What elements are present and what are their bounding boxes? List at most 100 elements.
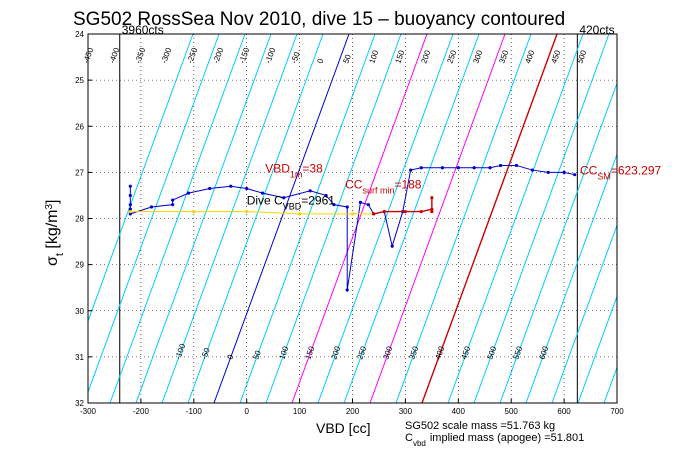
- contour-label-top: -450: [81, 46, 95, 65]
- contour-label-top: -50: [289, 50, 302, 64]
- contour-label-top: 250: [445, 49, 458, 65]
- data-point: [366, 203, 370, 207]
- data-point: [350, 212, 355, 216]
- x-tick-label: -100: [186, 407, 203, 416]
- buoyancy-contour-line: [88, 34, 220, 394]
- data-point: [171, 203, 175, 207]
- data-point: [298, 212, 302, 216]
- contour-label-bottom: 400: [433, 345, 446, 361]
- data-point: [488, 166, 492, 170]
- x-tick-label: 300: [399, 407, 413, 416]
- buoyancy-contour-line: [551, 223, 617, 403]
- y-tick-label: 31: [75, 353, 84, 362]
- data-point: [245, 209, 249, 214]
- buoyancy-contour-line: [265, 34, 402, 403]
- contour-label-top: 450: [549, 49, 562, 65]
- data-point: [390, 244, 394, 248]
- y-tick-label: 29: [75, 261, 84, 270]
- data-point: [128, 212, 132, 216]
- data-point: [514, 163, 519, 168]
- data-point: [409, 168, 413, 172]
- contour-label-bottom: -50: [199, 346, 212, 360]
- contour-label-top: 50: [341, 53, 353, 65]
- data-point: [472, 166, 476, 170]
- data-point: [128, 209, 132, 214]
- buoyancy-contour-line: [88, 34, 194, 323]
- data-point: [382, 209, 386, 214]
- buoyancy-contour-line: [630, 34, 681, 403]
- data-point: [324, 193, 328, 198]
- data-point: [128, 203, 132, 207]
- series-line: [373, 197, 433, 215]
- buoyancy-contours: [88, 34, 681, 403]
- buoyancy-contour-line: [213, 34, 350, 403]
- data-point: [128, 193, 132, 198]
- contour-label-bottom: 300: [381, 345, 394, 361]
- svg-text:σt [kg/m3]: σt [kg/m3]: [44, 199, 67, 266]
- annotation: Dive CVBD=2961: [247, 194, 336, 212]
- buoyancy-contour-line: [603, 366, 617, 403]
- contour-label-top: 400: [523, 49, 536, 65]
- vbd-limit-label: 3960cts: [122, 23, 164, 37]
- x-axis-label: VBD [cc]: [316, 420, 370, 436]
- y-tick-label: 27: [75, 168, 84, 177]
- x-tick-label: 600: [557, 407, 571, 416]
- data-point: [573, 173, 577, 177]
- contour-label-bottom: 600: [537, 345, 550, 361]
- x-tick-label: 500: [505, 407, 519, 416]
- data-point: [546, 170, 550, 174]
- y-axis-label: σt [kg/m3]: [44, 199, 67, 266]
- contour-label-top: 500: [575, 49, 588, 65]
- annotation: VBD1m=38: [265, 161, 323, 179]
- contour-label-top: -300: [159, 46, 173, 65]
- contour-label-bottom: 150: [303, 345, 316, 361]
- data-point: [149, 205, 154, 209]
- buoyancy-contour-line: [187, 34, 324, 403]
- data-point: [345, 288, 349, 292]
- contour-label-bottom: 450: [459, 345, 472, 361]
- buoyancy-contour-line: [109, 34, 246, 403]
- buoyancy-contour-line: [161, 34, 298, 403]
- contour-label-bottom: 50: [251, 349, 263, 361]
- y-tick-label: 32: [75, 399, 84, 408]
- footer-mass-implied: Cvbd implied mass (apogee) =51.801: [405, 432, 584, 448]
- data-point: [358, 200, 363, 204]
- contour-label-bottom: 0: [225, 353, 235, 361]
- y-tick-label: 25: [75, 76, 84, 85]
- buoyancy-contour-line: [525, 152, 617, 403]
- buoyancy-contour-line: [421, 34, 558, 403]
- buoyancy-contour-line: [473, 34, 610, 403]
- x-tick-label: 200: [346, 407, 360, 416]
- buoyancy-contour-line: [447, 34, 584, 403]
- data-point: [430, 207, 434, 211]
- contour-label-top: 150: [393, 49, 406, 65]
- buoyancy-contour-line: [343, 34, 480, 403]
- buoyancy-contour-line: [135, 34, 272, 403]
- x-tick-label: -300: [80, 407, 97, 416]
- annotation: CCsurf min=188: [345, 178, 422, 196]
- contour-label-bottom: 250: [355, 345, 368, 361]
- buoyancy-contour-line: [395, 34, 532, 403]
- contour-label-top: -350: [133, 46, 147, 65]
- data-point: [430, 196, 434, 200]
- data-point: [372, 212, 376, 216]
- data-point: [260, 191, 265, 195]
- contour-label-bottom: 200: [329, 345, 342, 361]
- data-point: [345, 205, 349, 209]
- x-tick-label: 700: [610, 407, 624, 416]
- data-point: [245, 186, 249, 191]
- data-point: [171, 198, 175, 202]
- x-tick-label: 0: [244, 407, 249, 416]
- axis-ticks: -300 -200 -100 0 100 200 300 400 500 600 700242526…: [75, 30, 624, 416]
- data-point: [403, 209, 407, 214]
- y-tick-label: 28: [75, 215, 84, 224]
- footer-mass-scale: SG502 scale mass =51.763 kg: [405, 420, 555, 432]
- contour-label-top: 300: [471, 49, 484, 65]
- data-point: [530, 168, 534, 172]
- buoyancy-contour-line: [239, 34, 376, 403]
- contour-label-bottom: 100: [277, 345, 290, 361]
- data-point: [499, 163, 503, 168]
- x-tick-label: 400: [452, 407, 466, 416]
- data-point: [208, 186, 212, 191]
